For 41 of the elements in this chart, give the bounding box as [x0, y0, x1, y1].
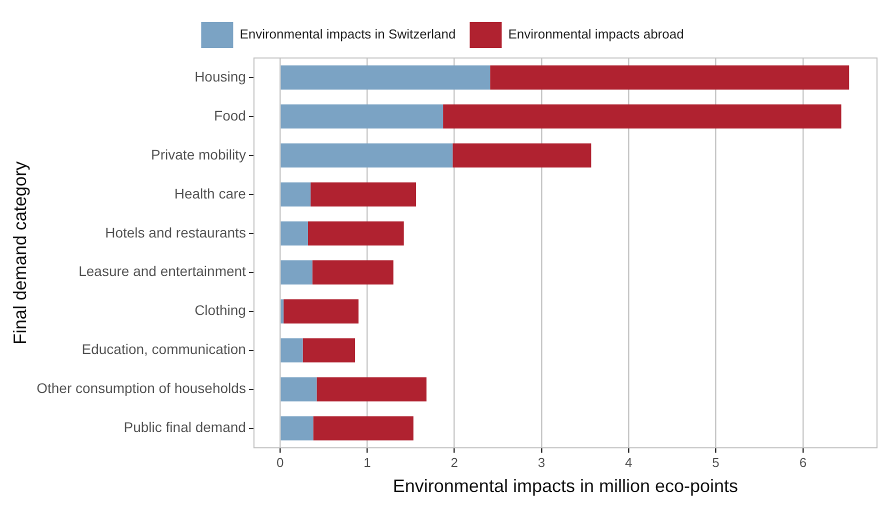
bar	[280, 104, 444, 129]
legend-label: Environmental impacts in Switzerland	[240, 26, 456, 42]
bar	[280, 143, 453, 168]
bar	[280, 260, 312, 284]
x-axis-title: Environmental impacts in million eco-points	[392, 476, 738, 496]
bar	[280, 65, 490, 90]
bar	[490, 65, 850, 90]
bar	[280, 338, 303, 362]
x-tick-label: 1	[364, 455, 371, 470]
y-tick-label: Other consumption of households	[36, 380, 246, 396]
bar	[316, 377, 426, 402]
bar	[284, 299, 359, 324]
y-tick-label: Public final demand	[124, 419, 246, 436]
bar	[280, 377, 317, 402]
y-tick-label: Private mobility	[151, 146, 246, 162]
bar	[280, 299, 284, 324]
bar	[313, 416, 414, 440]
bar	[280, 182, 311, 207]
x-tick-label: 5	[712, 455, 720, 470]
y-tick-label: Clothing	[194, 302, 246, 318]
y-tick-label: Health care	[174, 185, 246, 202]
y-tick-label: Hotels and restaurants	[105, 224, 246, 240]
legend-label: Environmental impacts abroad	[508, 26, 684, 42]
y-tick-label: Leasure and entertainment	[78, 263, 246, 280]
y-tick-label: Education, communication	[82, 341, 246, 358]
y-axis-title: Final demand category	[10, 161, 30, 344]
y-tick-label: Food	[214, 107, 246, 124]
bar	[443, 104, 842, 129]
x-tick-label: 0	[276, 455, 284, 470]
x-tick-label: 4	[625, 455, 632, 470]
bar	[312, 260, 394, 284]
bar	[280, 221, 308, 246]
bar	[308, 221, 404, 246]
y-tick-label: Housing	[194, 68, 246, 84]
x-tick-label: 6	[799, 455, 807, 470]
bar	[452, 143, 592, 168]
bar	[280, 416, 314, 440]
x-tick-label: 3	[538, 455, 546, 470]
bar	[302, 338, 356, 362]
x-tick-label: 2	[450, 455, 458, 470]
bar	[310, 182, 416, 207]
